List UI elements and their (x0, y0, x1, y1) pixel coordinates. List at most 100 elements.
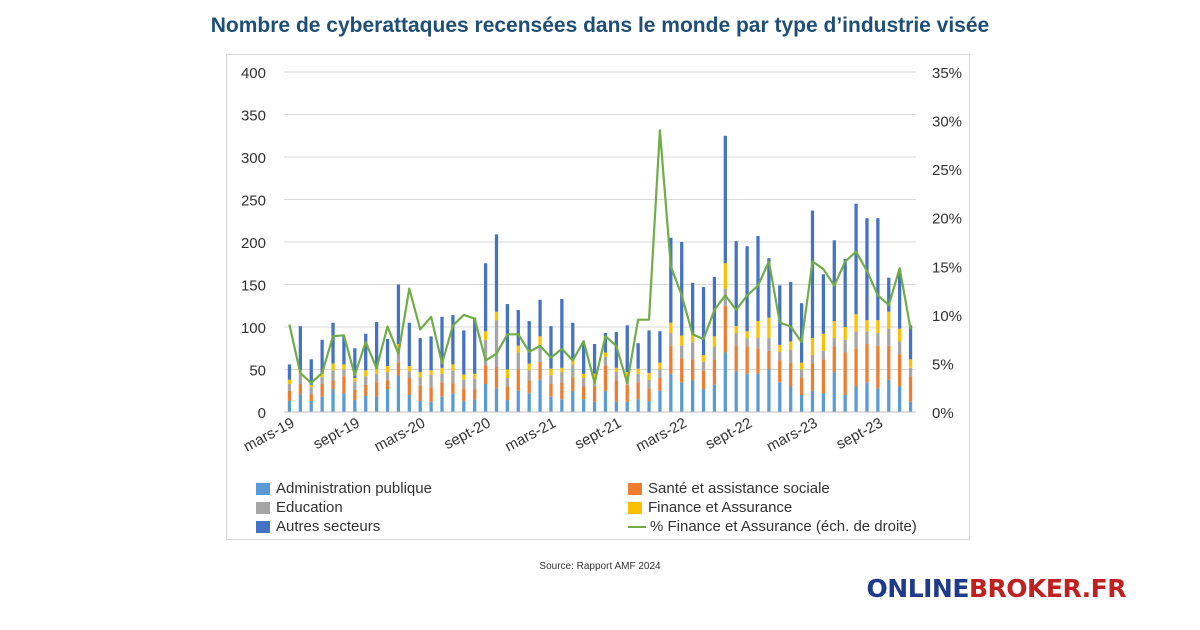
bar-admin (364, 395, 368, 412)
bar-sante (712, 359, 717, 385)
legend-swatch-sante (628, 482, 642, 495)
bar-sante (832, 346, 836, 373)
bar-finance (734, 326, 738, 333)
brand-logo: ONLINEBROKER.FR (867, 574, 1127, 603)
bar-finance (342, 364, 346, 370)
bar-sante (887, 345, 891, 380)
bar-education (407, 371, 411, 378)
legend-label-admin: Administration publique (276, 480, 432, 497)
y-tick-label-right: 30% (932, 114, 962, 131)
y-tick-label-right: 25% (932, 162, 962, 179)
bar-autres (658, 331, 662, 363)
bar-admin (865, 382, 869, 412)
y-tick-label-right: 0% (932, 405, 954, 422)
bar-admin (810, 390, 815, 412)
bar-finance (440, 367, 444, 374)
chart-title: Nombre de cyberattaques recensées dans l… (210, 14, 990, 37)
bar-education (778, 351, 782, 361)
bar-sante (723, 305, 727, 353)
bar-autres (462, 330, 466, 375)
bar-admin (560, 399, 564, 412)
bar-sante (669, 345, 673, 374)
bar-autres (309, 359, 313, 385)
bar-education (451, 370, 455, 384)
bar-sante (690, 359, 695, 381)
bar-autres (908, 325, 913, 360)
bar-sante (309, 394, 313, 401)
bar-finance (473, 373, 477, 379)
bar-education (647, 379, 651, 389)
bar-education (582, 378, 586, 387)
bar-finance (582, 373, 586, 378)
bar-admin (505, 400, 510, 412)
x-tick-label: mars-22 (633, 415, 690, 456)
y-tick-label-left: 100 (241, 320, 266, 337)
bar-series (287, 135, 913, 412)
bar-finance (505, 369, 510, 378)
bar-autres (342, 336, 346, 365)
bar-finance (669, 322, 673, 333)
bar-finance (429, 370, 433, 375)
x-tick-label: mars-23 (764, 415, 821, 456)
bar-sante (462, 388, 466, 401)
bar-autres (723, 135, 727, 264)
bar-education (843, 339, 847, 353)
bar-sante (789, 362, 793, 387)
bar-admin (309, 400, 313, 412)
bar-admin (843, 395, 847, 412)
bar-sante (331, 380, 335, 390)
bar-autres (821, 274, 826, 334)
legend-label-education: Education (276, 499, 343, 516)
bar-admin (636, 399, 640, 412)
bar-finance (767, 317, 771, 339)
bar-autres (778, 285, 782, 345)
bar-finance (723, 263, 727, 289)
legend-swatch-admin (256, 482, 270, 495)
bar-education (418, 377, 422, 386)
bar-autres (582, 344, 586, 374)
bar-finance (483, 331, 488, 340)
bar-education (429, 374, 433, 388)
y-tick-label-left: 300 (241, 150, 266, 167)
bar-finance (494, 311, 499, 321)
bar-sante (396, 362, 401, 376)
bar-admin (821, 393, 826, 412)
bar-education (701, 361, 706, 371)
bar-finance (287, 379, 292, 384)
bar-finance (592, 373, 597, 378)
bar-autres (571, 322, 575, 360)
bar-education (549, 375, 553, 384)
bar-finance (876, 320, 880, 333)
bar-sante (821, 359, 826, 394)
bar-admin (527, 393, 531, 412)
bar-autres (527, 321, 531, 364)
bar-admin (625, 401, 629, 412)
bar-education (832, 338, 836, 347)
bar-education (756, 338, 760, 349)
bar-education (320, 377, 324, 384)
bar-finance (658, 362, 662, 370)
bar-autres (549, 326, 553, 369)
bar-education (614, 372, 618, 381)
bar-finance (865, 320, 869, 332)
bar-finance (799, 362, 804, 370)
bar-finance (908, 359, 913, 368)
bar-sante (353, 389, 357, 401)
bar-education (374, 373, 379, 383)
bar-autres (690, 282, 695, 334)
bar-finance (636, 368, 640, 374)
bar-autres (374, 321, 379, 369)
y-tick-label-left: 50 (249, 363, 266, 380)
bar-admin (549, 396, 553, 412)
bar-admin (669, 373, 673, 412)
bar-sante (767, 350, 771, 370)
bar-admin (385, 389, 390, 412)
bar-finance (603, 352, 608, 357)
bar-admin (353, 400, 357, 412)
bar-education (353, 381, 357, 390)
bar-sante (407, 378, 411, 395)
bar-autres (505, 304, 510, 370)
bar-education (462, 379, 466, 389)
bar-admin (723, 352, 727, 412)
y-axis-right: 0% 5% 10% 15% 20% 25% 30% 35% (932, 65, 962, 422)
